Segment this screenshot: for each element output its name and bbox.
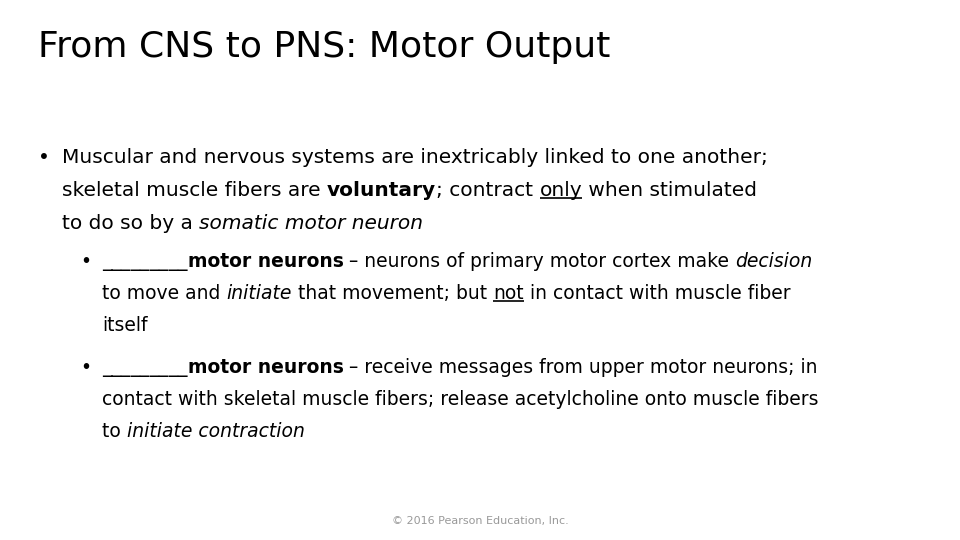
Text: skeletal muscle fibers are: skeletal muscle fibers are: [62, 181, 327, 200]
Text: •: •: [80, 252, 91, 271]
Text: initiate contraction: initiate contraction: [127, 422, 304, 441]
Text: to do so by a: to do so by a: [62, 214, 200, 233]
Text: voluntary: voluntary: [327, 181, 436, 200]
Text: in contact with muscle fiber: in contact with muscle fiber: [523, 284, 790, 303]
Text: •: •: [80, 358, 91, 377]
Text: _________: _________: [102, 252, 187, 271]
Text: © 2016 Pearson Education, Inc.: © 2016 Pearson Education, Inc.: [392, 516, 568, 526]
Text: – receive messages from upper motor neurons; in: – receive messages from upper motor neur…: [344, 358, 818, 377]
Text: motor neurons: motor neurons: [187, 358, 344, 377]
Text: decision: decision: [735, 252, 812, 271]
Text: not: not: [492, 284, 523, 303]
Text: only: only: [540, 181, 582, 200]
Text: _________: _________: [102, 358, 187, 377]
Text: motor neurons: motor neurons: [187, 252, 344, 271]
Text: From CNS to PNS: Motor Output: From CNS to PNS: Motor Output: [38, 30, 611, 64]
Text: to: to: [102, 422, 127, 441]
Text: itself: itself: [102, 316, 148, 335]
Text: •: •: [38, 148, 50, 167]
Text: somatic motor neuron: somatic motor neuron: [200, 214, 423, 233]
Text: ; contract: ; contract: [436, 181, 540, 200]
Text: Muscular and nervous systems are inextricably linked to one another;: Muscular and nervous systems are inextri…: [62, 148, 768, 167]
Text: initiate: initiate: [227, 284, 292, 303]
Text: that movement; but: that movement; but: [292, 284, 492, 303]
Text: – neurons of primary motor cortex make: – neurons of primary motor cortex make: [344, 252, 735, 271]
Text: to move and: to move and: [102, 284, 227, 303]
Text: when stimulated: when stimulated: [582, 181, 757, 200]
Text: contact with skeletal muscle fibers; release acetylcholine onto muscle fibers: contact with skeletal muscle fibers; rel…: [102, 390, 819, 409]
